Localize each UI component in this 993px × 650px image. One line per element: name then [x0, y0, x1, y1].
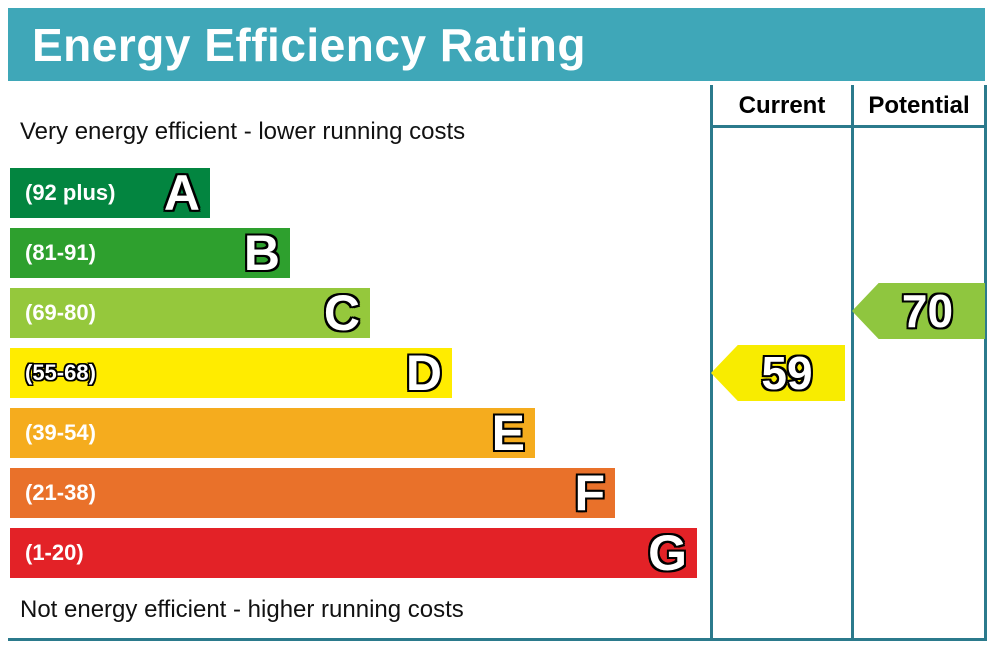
band-g-letter: G — [648, 525, 687, 581]
band-f-range: (21-38) — [25, 480, 96, 505]
band-f: (21-38) F — [10, 468, 615, 518]
table-border-left — [710, 85, 713, 641]
chart-bottom-border — [8, 638, 987, 641]
column-header-potential: Potential — [868, 92, 970, 119]
band-g: (1-20) G — [10, 528, 697, 578]
band-a: (92 plus) A — [10, 168, 210, 218]
band-c: (69-80) C — [10, 288, 370, 338]
column-header-current: Current — [738, 92, 826, 119]
band-g-range: (1-20) — [25, 540, 84, 565]
band-d-range: (55-68) — [25, 360, 96, 385]
band-d: (55-68) D — [10, 348, 452, 398]
band-a-range: (92 plus) — [25, 180, 116, 205]
band-e-letter: E — [491, 405, 525, 461]
header-banner: Energy Efficiency Rating — [8, 8, 985, 81]
band-b-letter: B — [243, 225, 280, 281]
current-rating-value: 59 — [761, 347, 813, 399]
caption-very-efficient: Very energy efficient - lower running co… — [20, 118, 466, 145]
caption-not-efficient: Not energy efficient - higher running co… — [20, 596, 464, 623]
current-rating-arrow: 59 — [711, 345, 845, 401]
table-border-middle — [851, 85, 854, 641]
band-c-range: (69-80) — [25, 300, 96, 325]
potential-rating-value: 70 — [901, 285, 954, 337]
table-header-underline — [710, 125, 987, 128]
band-e: (39-54) E — [10, 408, 535, 458]
table-border-right — [984, 85, 987, 641]
band-c-letter: C — [323, 285, 360, 341]
band-a-letter: A — [163, 165, 200, 221]
band-f-letter: F — [574, 465, 605, 521]
band-b-range: (81-91) — [25, 240, 96, 265]
band-d-letter: D — [405, 345, 442, 401]
band-e-range: (39-54) — [25, 420, 96, 445]
potential-rating-arrow: 70 — [852, 283, 985, 339]
band-b: (81-91) B — [10, 228, 290, 278]
page-title: Energy Efficiency Rating — [32, 18, 586, 71]
